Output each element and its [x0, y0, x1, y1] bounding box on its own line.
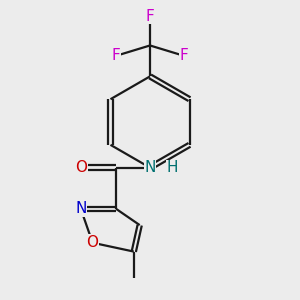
Text: H: H [166, 160, 178, 175]
Text: F: F [179, 48, 188, 63]
Text: N: N [144, 160, 156, 175]
Text: N: N [75, 201, 86, 216]
Text: F: F [112, 48, 121, 63]
Text: F: F [146, 8, 154, 23]
Text: O: O [87, 235, 99, 250]
Text: O: O [75, 160, 87, 175]
